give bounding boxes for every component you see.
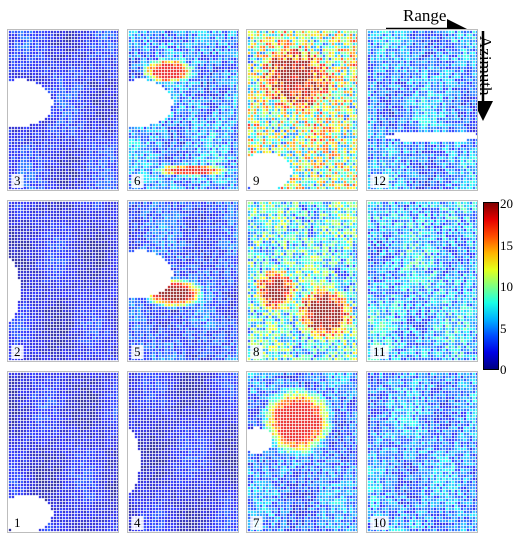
panel-heatmap-dots	[247, 30, 357, 190]
colorbar-tick-label: 20	[500, 196, 513, 211]
panel-label: 7	[251, 515, 262, 530]
panel-heatmap-dots	[367, 372, 477, 532]
panel-heatmap-dots	[128, 372, 238, 532]
panel-5: 5	[127, 200, 239, 362]
range-axis-label: Range	[403, 6, 447, 25]
azimuth-axis-label: Azimuth	[476, 36, 495, 96]
colorbar-tick-label: 15	[500, 237, 513, 253]
panel-heatmap-dots	[128, 30, 238, 190]
panel-8: 8	[246, 200, 358, 362]
panel-11: 11	[366, 200, 478, 362]
panel-label: 11	[371, 344, 388, 359]
panel-heatmap-dots	[8, 201, 118, 361]
panel-10: 10	[366, 371, 478, 533]
panel-2: 2	[7, 200, 119, 362]
panel-label: 8	[251, 344, 262, 359]
panel-label: 1	[12, 515, 23, 530]
panel-9: 9	[246, 29, 358, 191]
panel-label: 4	[132, 515, 143, 530]
panel-label: 12	[371, 173, 388, 188]
panel-heatmap-dots	[8, 372, 118, 532]
colorbar	[483, 202, 499, 370]
panel-6: 6	[127, 29, 239, 191]
panel-heatmap-dots	[128, 201, 238, 361]
colorbar-tick-label: 5	[500, 320, 507, 336]
colorbar-tick-label: 10	[500, 279, 513, 294]
panel-heatmap-dots	[247, 201, 357, 361]
colorbar-tick-label: 0	[500, 362, 507, 377]
panel-12: 12	[366, 29, 478, 191]
panel-label: 9	[251, 173, 262, 188]
panel-label: 5	[132, 344, 143, 359]
panel-label: 6	[132, 173, 143, 188]
panel-heatmap-dots	[367, 201, 477, 361]
panel-heatmap-dots	[367, 30, 477, 190]
panel-7: 7	[246, 371, 358, 533]
panel-heatmap-dots	[8, 30, 118, 190]
panel-label: 10	[371, 515, 388, 530]
panel-3: 3	[7, 29, 119, 191]
panel-heatmap-dots	[247, 372, 357, 532]
panel-4: 4	[127, 371, 239, 533]
panel-1: 1	[7, 371, 119, 533]
panel-label: 3	[12, 173, 23, 188]
panel-label: 2	[12, 344, 23, 359]
